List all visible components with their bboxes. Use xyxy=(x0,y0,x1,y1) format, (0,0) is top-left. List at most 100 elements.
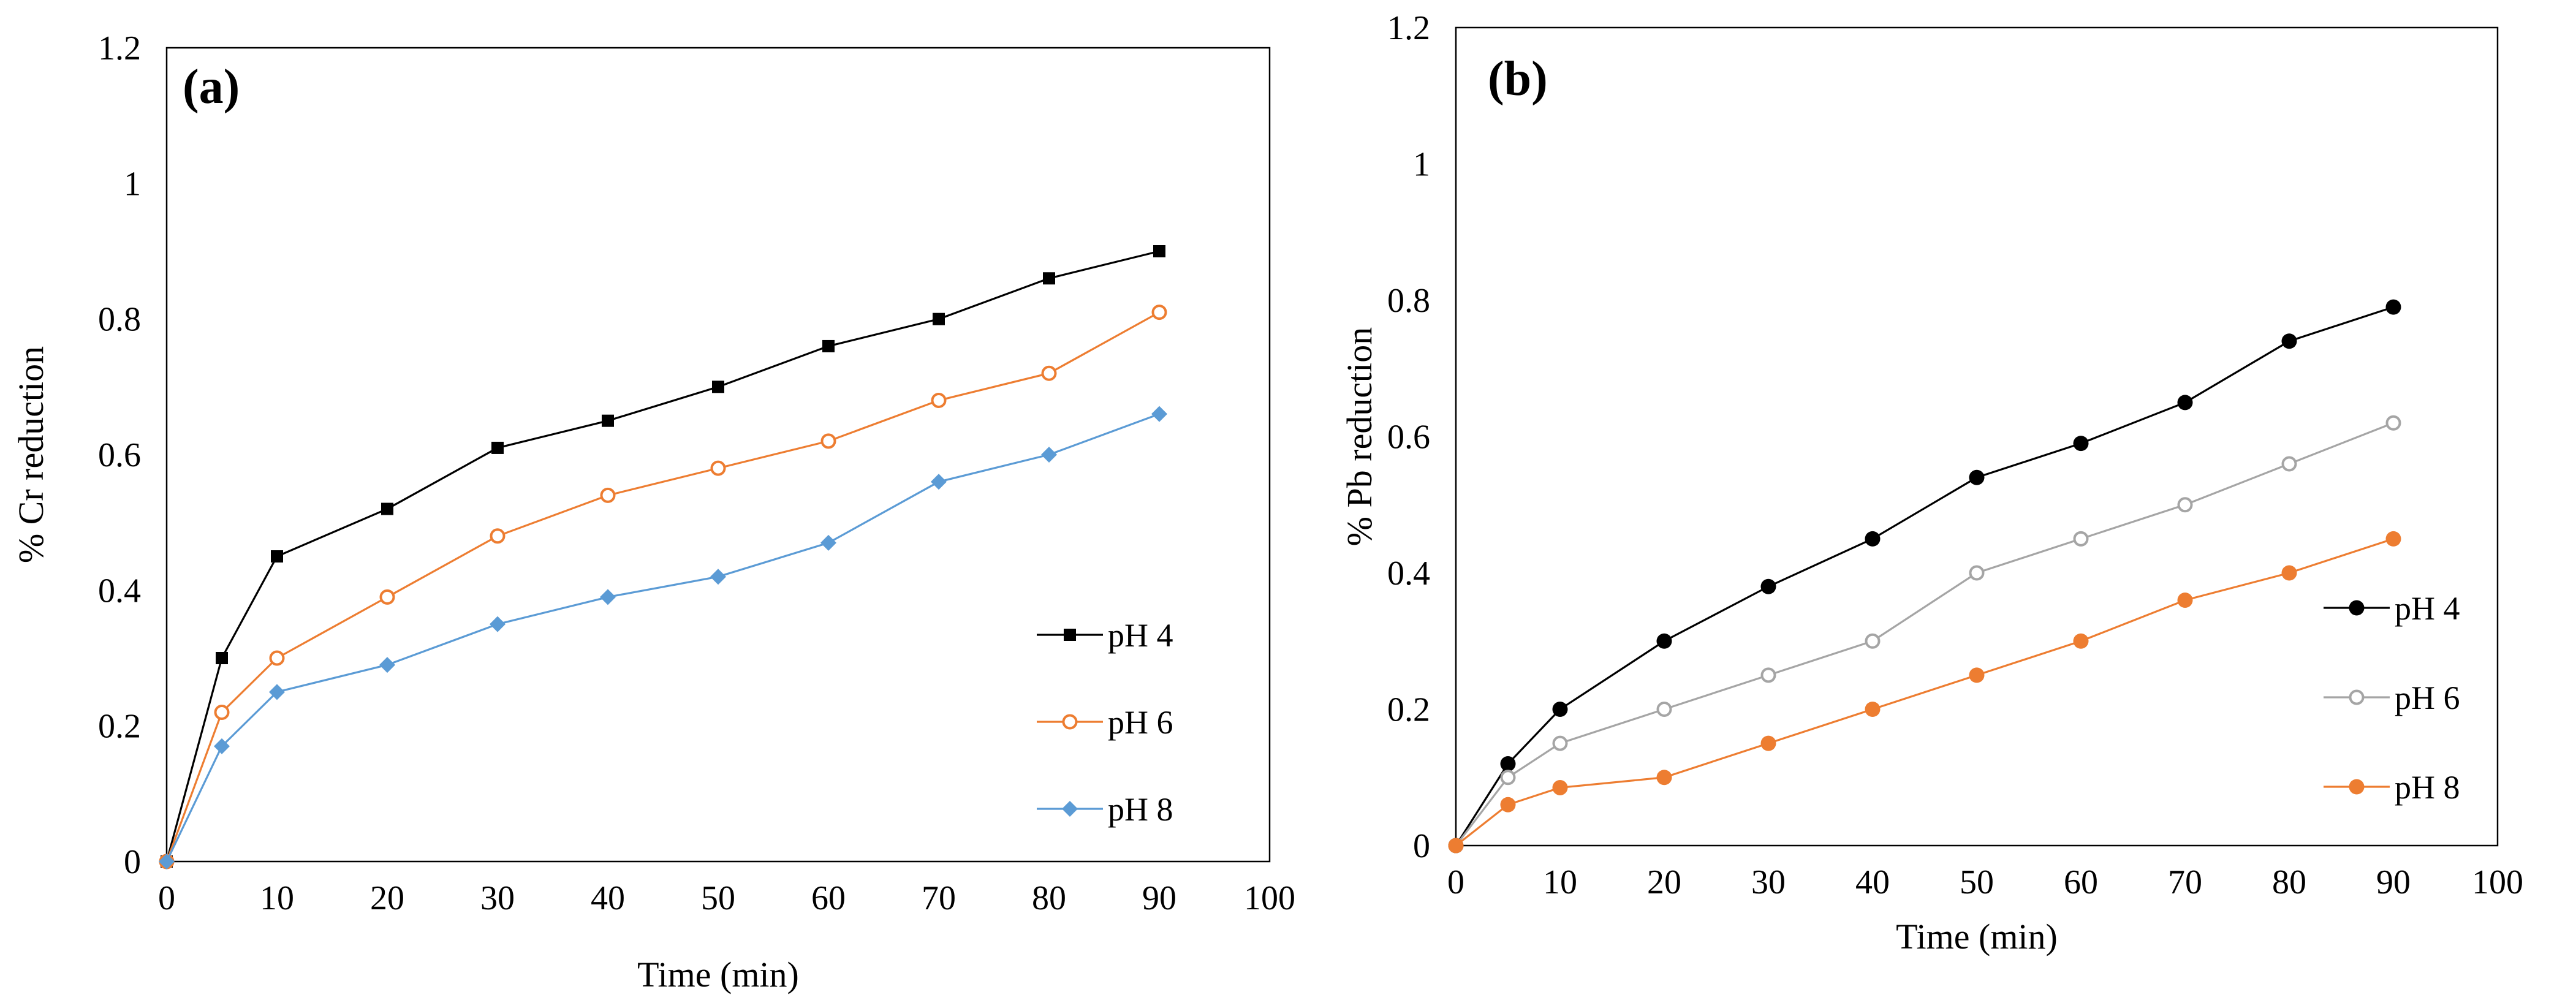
x-axis-title: Time (min) xyxy=(1896,917,2058,956)
x-tick-label: 100 xyxy=(1244,879,1295,917)
data-point xyxy=(1153,245,1165,257)
x-tick-label: 0 xyxy=(158,879,175,917)
data-point xyxy=(1043,272,1055,285)
data-point xyxy=(931,392,947,408)
x-tick-label: 40 xyxy=(1855,863,1890,901)
data-point xyxy=(2385,415,2401,431)
series-ph-6 xyxy=(1448,415,2401,854)
x-tick-label: 10 xyxy=(260,879,294,917)
data-point xyxy=(820,433,836,449)
data-point xyxy=(1865,531,1881,547)
x-tick-label: 40 xyxy=(591,879,625,917)
data-point xyxy=(712,381,724,393)
data-point xyxy=(2281,333,2297,349)
data-point xyxy=(1656,633,1672,649)
data-point xyxy=(379,589,395,605)
y-axis-title: % Cr reduction xyxy=(11,346,51,563)
data-point xyxy=(1500,770,1516,786)
data-point xyxy=(2385,531,2401,547)
data-point xyxy=(1760,735,1776,751)
y-tick-label: 1.2 xyxy=(1387,9,1430,47)
data-point xyxy=(820,534,836,551)
legend-label: pH 6 xyxy=(1108,704,1173,741)
data-point xyxy=(1552,702,1568,717)
legend-label: pH 4 xyxy=(2395,590,2460,627)
legend-label: pH 8 xyxy=(2395,769,2460,806)
data-point xyxy=(1760,578,1776,594)
data-point xyxy=(1500,797,1516,813)
data-point xyxy=(1656,702,1672,717)
series-line xyxy=(1455,537,2394,847)
legend-marker xyxy=(1062,801,1078,817)
legend-item: pH 4 xyxy=(2324,590,2460,627)
legend-label: pH 8 xyxy=(1108,791,1173,828)
legend-item: pH 6 xyxy=(1037,704,1173,741)
legend-item: pH 8 xyxy=(1037,791,1173,828)
chart-panel-a: 0 0.2 0.4 0.6 0.8 1 1.2 0 10 20 30 40 50 60 70 80 90 100 T… xyxy=(11,29,1295,994)
data-point xyxy=(490,616,506,632)
panel-label: (b) xyxy=(1488,52,1548,106)
legend-item: pH 8 xyxy=(2324,769,2460,806)
x-tick-label: 80 xyxy=(2272,863,2306,901)
data-point xyxy=(1500,756,1516,771)
data-point xyxy=(1448,838,1464,854)
data-point xyxy=(2073,436,2089,452)
x-tick-label: 50 xyxy=(1960,863,1994,901)
x-tick-label: 100 xyxy=(2472,863,2523,901)
legend-marker xyxy=(2349,689,2365,705)
x-tick-label: 60 xyxy=(811,879,846,917)
series-line xyxy=(1455,306,2394,846)
x-tick-label: 20 xyxy=(1647,863,1681,901)
data-point xyxy=(269,684,285,700)
data-point xyxy=(381,502,393,515)
legend-marker xyxy=(2349,600,2365,616)
data-point xyxy=(491,441,504,454)
y-tick-label: 0.2 xyxy=(1387,691,1430,729)
data-point xyxy=(602,414,614,427)
chart-panel-b: 0 0.2 0.4 0.6 0.8 1 1.2 0 10 20 30 40 50 60 70 80 90 100 T… xyxy=(1339,9,2523,956)
y-tick-label: 1 xyxy=(124,165,141,203)
plot-area xyxy=(165,47,1271,863)
x-tick-label: 30 xyxy=(1751,863,1786,901)
data-point xyxy=(1969,565,1985,581)
data-point xyxy=(269,650,285,666)
data-point xyxy=(2281,456,2297,472)
data-point xyxy=(1969,667,1985,683)
panel-label: (a) xyxy=(183,60,240,114)
x-tick-label: 90 xyxy=(2376,863,2411,901)
data-point xyxy=(2073,633,2089,649)
legend-item: pH 4 xyxy=(1037,617,1173,654)
data-point xyxy=(1552,779,1568,795)
series-ph-8 xyxy=(1448,531,2401,854)
y-tick-label: 0.6 xyxy=(98,436,141,474)
data-point xyxy=(2073,531,2089,547)
data-point xyxy=(214,738,230,754)
y-tick-label: 0.8 xyxy=(98,301,141,339)
data-point xyxy=(933,312,945,325)
x-tick-label: 70 xyxy=(2168,863,2202,901)
y-tick-label: 0.2 xyxy=(98,708,141,746)
y-axis-title: % Pb reduction xyxy=(1339,327,1379,547)
data-point xyxy=(710,569,726,585)
legend-label: pH 6 xyxy=(2395,680,2460,716)
y-tick-label: 0.6 xyxy=(1387,419,1430,456)
x-tick-label: 90 xyxy=(1142,879,1176,917)
data-point xyxy=(1760,667,1776,683)
data-point xyxy=(490,528,506,544)
x-tick-label: 60 xyxy=(2064,863,2098,901)
y-tick-label: 0.4 xyxy=(1387,555,1430,593)
data-point xyxy=(2177,497,2193,513)
data-point xyxy=(1656,770,1672,786)
x-tick-label: 20 xyxy=(370,879,404,917)
x-tick-label: 10 xyxy=(1543,863,1577,901)
data-point xyxy=(1865,633,1881,649)
data-point xyxy=(1969,469,1985,485)
legend-label: pH 4 xyxy=(1108,617,1173,654)
series-ph-8 xyxy=(159,406,1167,869)
y-tick-label: 1.2 xyxy=(98,29,141,67)
data-point xyxy=(931,474,947,490)
x-tick-label: 30 xyxy=(480,879,515,917)
data-point xyxy=(2281,565,2297,581)
y-tick-label: 1 xyxy=(1413,146,1430,184)
x-tick-label: 80 xyxy=(1032,879,1066,917)
